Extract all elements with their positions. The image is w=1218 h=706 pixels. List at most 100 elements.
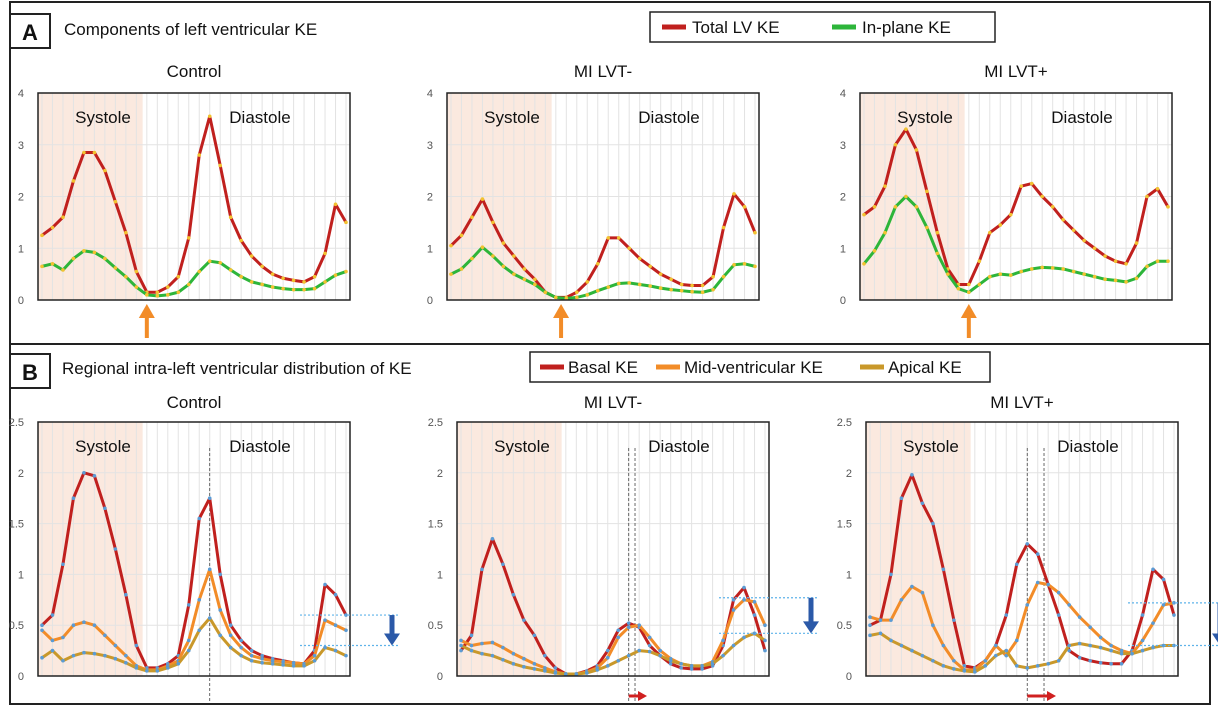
chart-0-series-1-point: [176, 290, 181, 295]
chart-0-series-1-point: [344, 269, 348, 274]
chart-0-series-1-point: [61, 268, 65, 272]
chart-3-series-2-point: [228, 645, 233, 650]
chart-2-series-0-point: [1092, 246, 1097, 251]
chart-4-ytick-5: 2.5: [428, 417, 443, 429]
chart-1-series-0-point: [574, 290, 579, 295]
chart-5-series-2-point: [1077, 641, 1082, 646]
chart-0-series-1-point: [165, 293, 170, 297]
chart-2-series-1-point: [1040, 265, 1045, 270]
chart-2-series-0-point: [1008, 212, 1013, 217]
chart-3-series-2-point: [281, 663, 285, 667]
chart-5-series-1-point: [889, 618, 893, 622]
chart-5-series-1-point: [899, 598, 904, 602]
chart-4-series-0-point: [700, 667, 704, 671]
chart-3-series-2-point: [291, 664, 296, 668]
chart-4-frame: [456, 421, 770, 677]
chart-4-series-2-point: [700, 664, 704, 668]
chart-1-series-1-point: [721, 274, 726, 279]
chart-5-series-0-point: [1161, 577, 1166, 582]
chart-4-series-2-point: [616, 658, 621, 663]
chart-3-series-2-point: [134, 666, 139, 670]
chart-4-series-1-point: [742, 598, 746, 602]
chart-4-series-1-point: [626, 625, 631, 630]
chart-5-series-0-point: [1109, 662, 1113, 666]
chart-5-series-0-point: [1004, 613, 1009, 617]
chart-3-series-1-point: [71, 623, 76, 627]
chart-3-series-0-point: [61, 562, 65, 567]
chart-3-series-1-point: [40, 628, 44, 633]
chart-5-series-1-point: [1056, 590, 1061, 595]
chart-1-series-1-point: [480, 245, 485, 250]
chart-0-series-0-point: [176, 274, 181, 279]
chart-0-title: Control: [167, 62, 222, 81]
chart-3-series-1-point: [186, 638, 191, 643]
chart-4-series-0-point: [511, 592, 516, 597]
chart-3-series-2-point: [103, 653, 107, 658]
chart-1-series-0-point: [616, 236, 621, 240]
chart-0-series-1-point: [186, 282, 191, 287]
chart-3-series-2-point: [239, 653, 243, 658]
chart-2-series-0-point: [914, 148, 919, 152]
chart-1-series-1-point: [585, 293, 590, 297]
chart-1-series-0: [449, 192, 757, 299]
panel-a-letter: A: [22, 20, 38, 45]
chart-0-series-0-point: [333, 202, 338, 207]
panel-a-legend: [649, 11, 996, 43]
chart-5-series-2-point: [868, 633, 872, 638]
chart-4-series-2-point: [469, 648, 474, 653]
chart-4-series-0-point: [459, 648, 463, 653]
chart-0-series-0-point: [312, 274, 317, 279]
chart-5-series-1-point: [1151, 621, 1155, 625]
chart-0-series-0-point: [344, 220, 348, 225]
chart-0-series-1-point: [239, 274, 243, 279]
chart-4-series-2-point: [522, 665, 526, 669]
chart-2-series-0-point: [1124, 261, 1128, 266]
chart-5-series-2-point: [931, 658, 935, 663]
chart-5-ytick-4: 2: [846, 468, 852, 480]
chart-5-series-2-point: [1151, 645, 1155, 650]
chart-3-diastole-label: Diastole: [229, 437, 290, 456]
chart-2-systole-label: Systole: [897, 108, 953, 127]
panel-b-letter: B: [22, 360, 38, 385]
chart-1-series-1-point: [627, 281, 632, 285]
chart-0-series-0-point: [260, 264, 264, 269]
chart-3-series-0-point: [134, 643, 139, 648]
chart-4-series-2-point: [752, 631, 757, 636]
chart-3-series-2-point: [344, 653, 348, 658]
chart-0-series-0-point: [92, 150, 97, 155]
chart-1-series-1-point: [543, 290, 548, 295]
chart-1-series-0-point: [522, 267, 527, 271]
chart-4-series-2-point: [721, 653, 725, 658]
chart-3-series-2-point: [249, 658, 254, 663]
chart-4-series-2-point: [511, 662, 516, 666]
chart-3-series-1-point: [218, 608, 223, 612]
chart-2-series-1-point: [1124, 280, 1128, 284]
chart-0-series-0-point: [291, 278, 296, 283]
chart-2-series-0-point: [1071, 228, 1076, 232]
chart-2-series-0-point: [862, 212, 866, 217]
chart-0-ytick-4: 4: [18, 88, 24, 100]
chart-5-series-1-point: [1119, 648, 1124, 653]
chart-0-series-0-point: [113, 199, 118, 204]
chart-5-series-2-point: [1025, 666, 1030, 670]
chart-3-series-1-point: [82, 620, 86, 624]
chart-1-series-1-point: [711, 287, 715, 292]
chart-5-series-1-point: [1046, 582, 1051, 587]
chart-0-series-1-point: [113, 266, 118, 270]
chart-3-series-0-point: [186, 603, 191, 607]
chart-3-series-0-point: [113, 547, 118, 551]
panel-a-title: Components of left ventricular KE: [64, 20, 317, 39]
chart-5-series-0-point: [952, 618, 956, 622]
chart-2-series-0-point: [935, 230, 940, 235]
chart-3-series-2-point: [40, 655, 44, 660]
chart-3-series-2-point: [312, 658, 317, 663]
chart-4-ytick-3: 1.5: [428, 519, 443, 531]
chart-3-decline-arrow-head: [384, 633, 400, 646]
chart-1-ytick-1: 1: [427, 243, 433, 255]
chart-1-series-1-point: [669, 287, 673, 292]
chart-5-series-0-point: [899, 496, 904, 501]
chart-1-systole-label: Systole: [484, 108, 540, 127]
chart-0-series-0-point: [239, 238, 243, 243]
chart-4-series-0-point: [532, 633, 537, 638]
chart-0-series-1-point: [312, 286, 317, 291]
